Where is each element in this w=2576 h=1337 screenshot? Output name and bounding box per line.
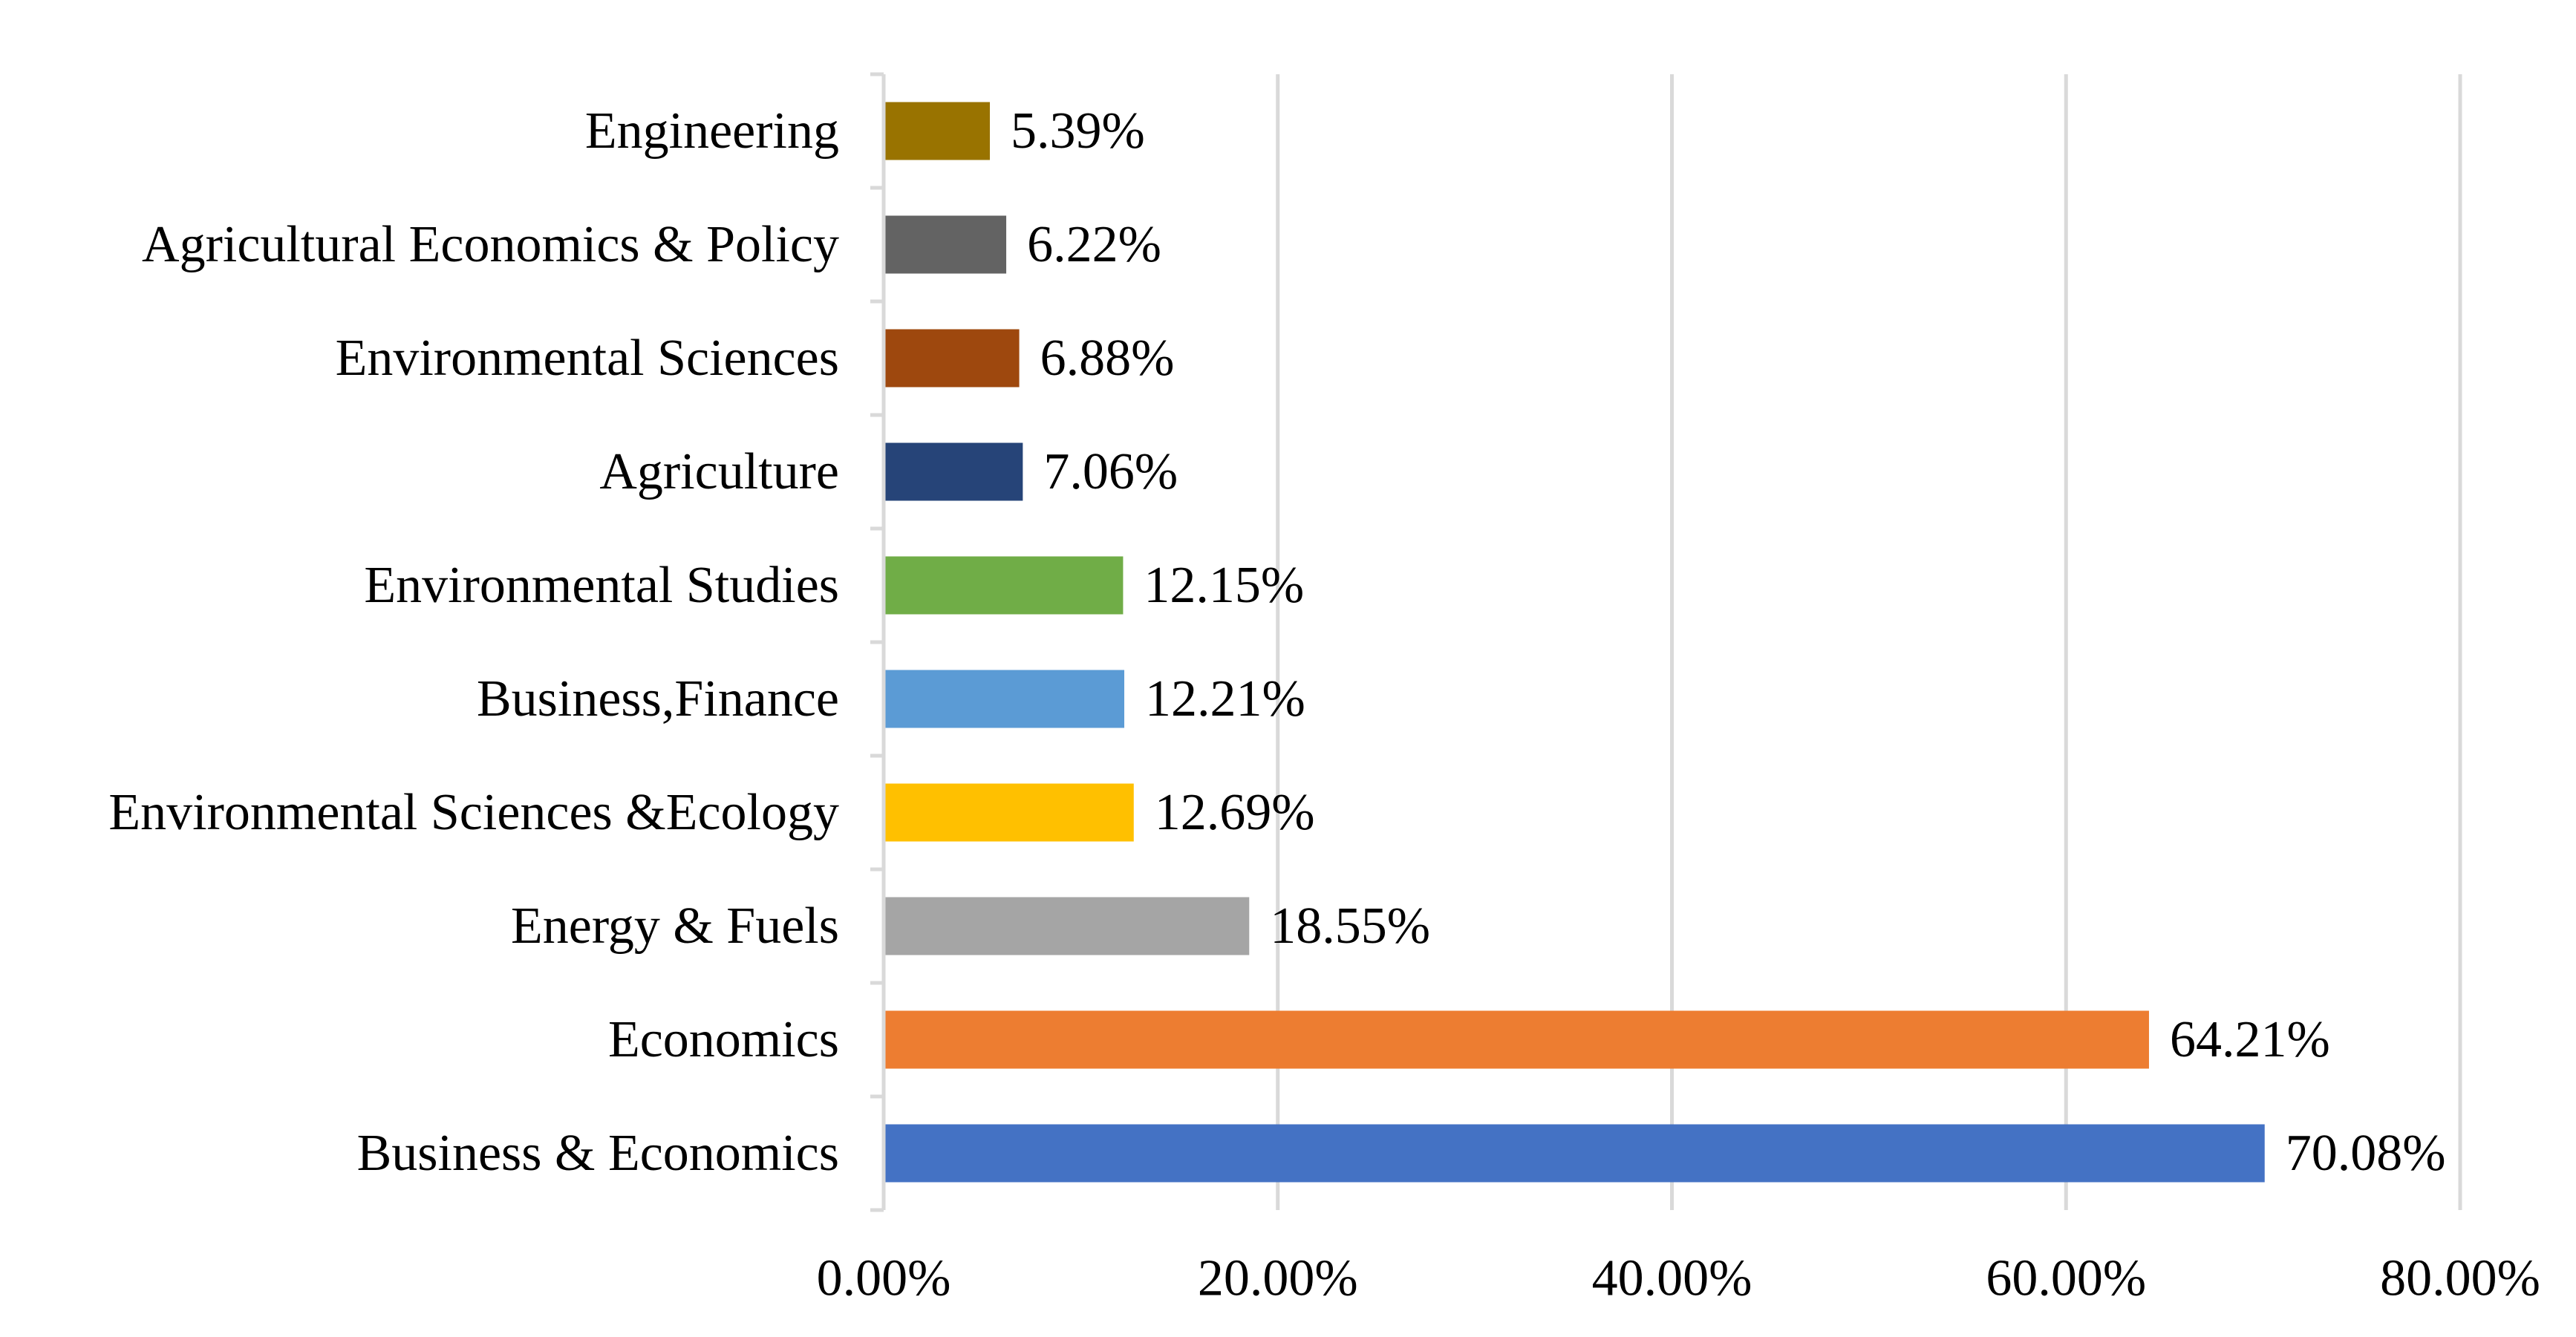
x-tick-label: 40.00% <box>1592 1250 1752 1307</box>
bar <box>885 102 991 160</box>
bar <box>885 897 1250 955</box>
category-axis <box>870 72 886 1212</box>
data-label: 64.21% <box>2170 1011 2330 1068</box>
data-label: 12.15% <box>1144 557 1304 614</box>
data-label: 18.55% <box>1270 898 1430 955</box>
data-label: 6.22% <box>1027 216 1161 273</box>
x-tick-label: 60.00% <box>1986 1250 2146 1307</box>
data-label: 6.88% <box>1040 330 1175 387</box>
bar <box>885 670 1125 728</box>
category-label: Engineering <box>585 102 839 160</box>
bar <box>885 1124 2265 1183</box>
category-label: Business & Economics <box>357 1125 839 1182</box>
bar <box>885 442 1023 501</box>
data-label: 7.06% <box>1043 443 1178 500</box>
category-label: Agricultural Economics & Policy <box>142 216 839 273</box>
bar <box>885 215 1007 274</box>
data-label: 70.08% <box>2286 1125 2446 1182</box>
category-label: Economics <box>608 1011 839 1068</box>
bar <box>885 329 1020 388</box>
bar <box>885 556 1124 615</box>
labels: Business & Economics 70.08% Economics 64.21… <box>108 102 2540 1307</box>
bar <box>885 783 1134 842</box>
category-label: Business,Finance <box>477 670 839 728</box>
data-label: 12.21% <box>1145 670 1305 728</box>
category-label: Environmental Sciences &Ecology <box>108 784 839 841</box>
bars <box>885 102 2265 1183</box>
x-tick-label: 80.00% <box>2380 1250 2540 1307</box>
bar <box>885 1010 2149 1069</box>
data-label: 5.39% <box>1011 102 1145 160</box>
category-label: Environmental Studies <box>364 557 839 614</box>
category-label: Agriculture <box>599 443 839 500</box>
x-tick-label: 0.00% <box>817 1250 951 1307</box>
x-tick-label: 20.00% <box>1198 1250 1358 1307</box>
category-label: Energy & Fuels <box>511 898 839 955</box>
category-label: Environmental Sciences <box>336 330 839 387</box>
data-label: 12.69% <box>1155 784 1315 841</box>
